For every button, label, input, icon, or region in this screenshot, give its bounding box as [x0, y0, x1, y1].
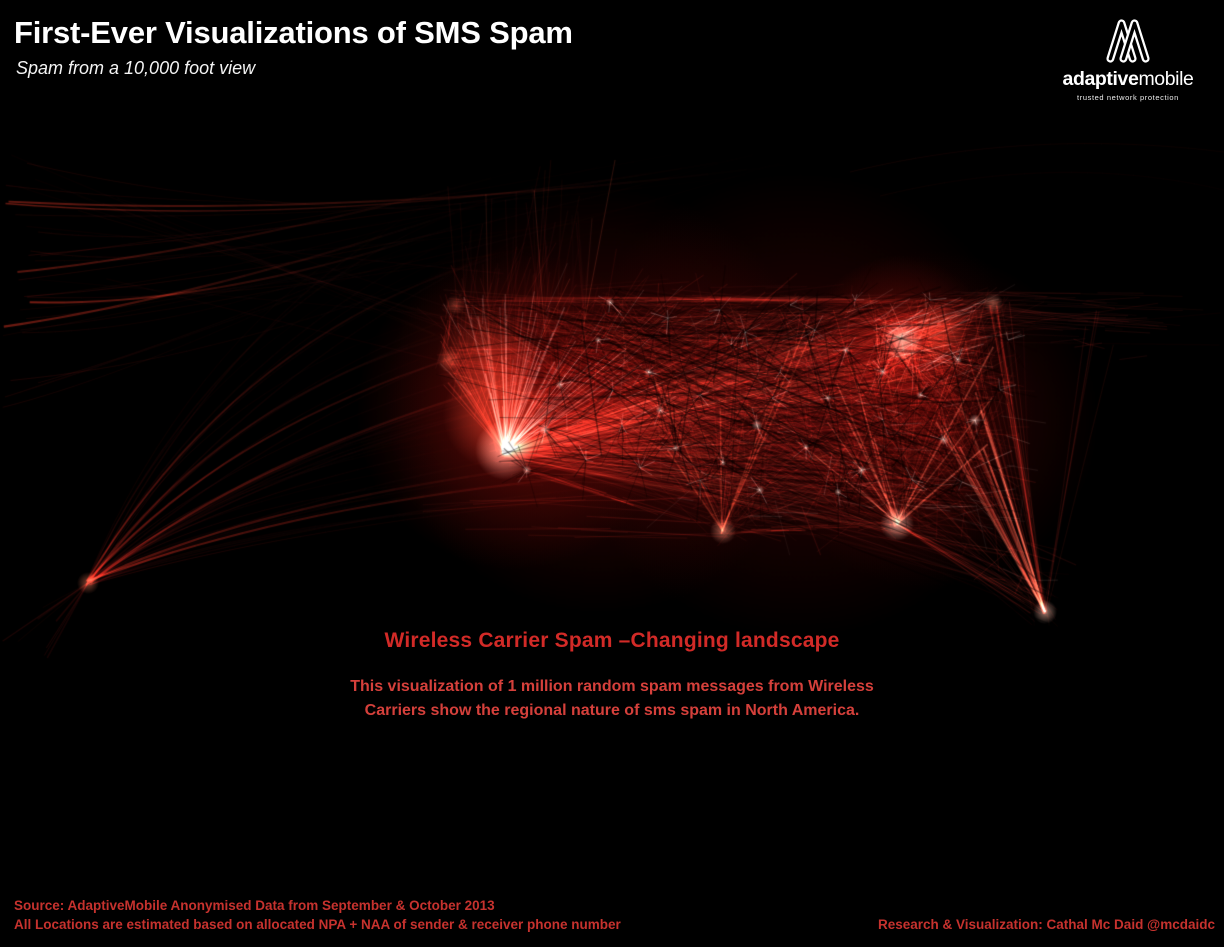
- adaptivemobile-logo-mark-icon: [1106, 19, 1150, 63]
- logo-wordmark-bold: adaptive: [1062, 68, 1139, 90]
- page-subtitle: Spam from a 10,000 foot view: [16, 58, 256, 78]
- credit-line: Research & Visualization: Cathal Mc Daid…: [877, 917, 1215, 932]
- source-line-2: All Locations are estimated based on all…: [14, 917, 621, 932]
- page-title: First-Ever Visualizations of SMS Spam: [14, 15, 573, 50]
- logo-tagline: trusted network protection: [1077, 92, 1179, 102]
- logo-wordmark-light: mobile: [1138, 68, 1194, 90]
- caption-body: This visualization of 1 million random s…: [0, 675, 1224, 722]
- source-line-1: Source: AdaptiveMobile Anonymised Data f…: [14, 898, 495, 913]
- caption-body-line1: This visualization of 1 million random s…: [350, 678, 874, 695]
- caption-block: Wireless Carrier Spam –Changing landscap…: [0, 629, 1224, 722]
- caption-body-line2: Carriers show the regional nature of sms…: [364, 701, 860, 719]
- caption-heading: Wireless Carrier Spam –Changing landscap…: [384, 629, 840, 652]
- adaptivemobile-logo: adaptivemobile trusted network protectio…: [1046, 14, 1210, 102]
- logo-wordmark: adaptivemobile: [1046, 68, 1210, 90]
